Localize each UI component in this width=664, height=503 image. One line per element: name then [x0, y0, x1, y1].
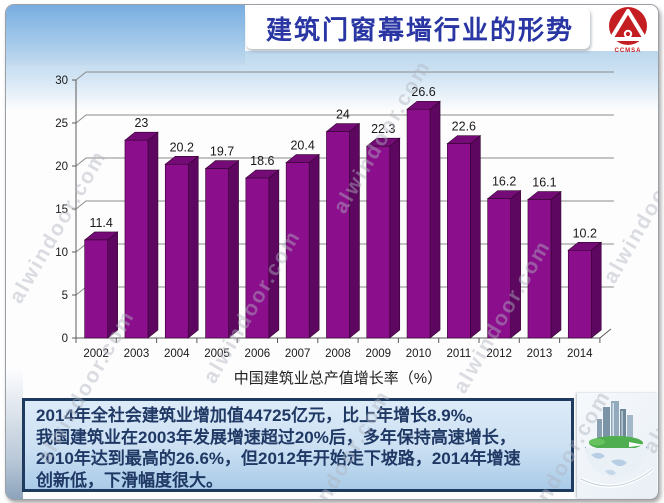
svg-text:2014: 2014 — [567, 348, 593, 360]
svg-text:15: 15 — [55, 204, 68, 216]
svg-text:2007: 2007 — [285, 348, 311, 360]
svg-text:26.6: 26.6 — [411, 85, 435, 99]
ccmsa-logo-icon — [609, 7, 647, 45]
globe-city-graphic — [580, 401, 655, 488]
ccmsa-logo: CCMSA — [603, 5, 653, 55]
left-edge-gradient — [6, 369, 23, 499]
svg-text:11.4: 11.4 — [89, 216, 112, 230]
svg-text:19.7: 19.7 — [210, 145, 234, 159]
header-white-area: 建筑门窗幕墙行业的形势 — [245, 5, 658, 51]
summary-line-3: 2010年达到最高的26.6%，但2012年开始走下坡路，2014年增速 — [36, 449, 521, 468]
svg-text:2008: 2008 — [325, 348, 351, 360]
globe-city-image — [577, 393, 657, 498]
svg-text:22.6: 22.6 — [452, 120, 476, 134]
svg-text:24: 24 — [336, 108, 350, 122]
svg-text:2010: 2010 — [406, 348, 432, 360]
svg-text:16.2: 16.2 — [492, 175, 516, 189]
svg-text:18.6: 18.6 — [250, 154, 274, 168]
page-title: 建筑门窗幕墙行业的形势 — [266, 16, 575, 45]
svg-text:0: 0 — [62, 333, 68, 345]
summary-line-4: 创新低，下滑幅度很大。 — [36, 470, 223, 490]
bar-chart: 0 5 10 15 20 25 30 11.4 2002 23 2003 20.2 2004 19.7 20… — [55, 71, 614, 387]
summary-line-2: 我国建筑业在2003年发展增速超过20%后，多年保持高速增长， — [36, 427, 516, 447]
svg-text:16.1: 16.1 — [532, 176, 556, 190]
svg-text:中国建筑业总产值增长率（%）: 中国建筑业总产值增长率（%） — [234, 370, 442, 387]
svg-text:2004: 2004 — [164, 348, 190, 360]
svg-text:2013: 2013 — [527, 348, 553, 360]
logo-text: CCMSA — [614, 48, 642, 54]
slide: 建筑门窗幕墙行业的形势 CCMSA 0 5 10 15 20 25 30 11.4 2002 23… — [5, 4, 659, 500]
svg-text:2011: 2011 — [446, 348, 471, 360]
svg-text:5: 5 — [62, 290, 68, 302]
svg-text:22.3: 22.3 — [371, 122, 395, 136]
svg-text:2005: 2005 — [204, 348, 230, 360]
svg-text:2003: 2003 — [124, 348, 150, 360]
svg-text:10: 10 — [55, 247, 68, 259]
svg-text:20.4: 20.4 — [290, 139, 314, 153]
svg-text:2006: 2006 — [245, 348, 271, 360]
summary-line-1: 2014年全社会建筑业增加值44725亿元，比上年增长8.9%。 — [36, 406, 483, 425]
svg-text:30: 30 — [55, 75, 68, 87]
svg-text:2002: 2002 — [83, 348, 109, 360]
summary-box: 2014年全社会建筑业增加值44725亿元，比上年增长8.9%。 我国建筑业在2… — [22, 398, 574, 492]
svg-text:25: 25 — [55, 118, 68, 130]
svg-text:23: 23 — [134, 116, 148, 130]
svg-text:2009: 2009 — [365, 348, 391, 360]
svg-text:20: 20 — [55, 161, 68, 173]
header-left-blue-block — [6, 5, 245, 65]
slide-title-plate: 建筑门窗幕墙行业的形势 — [246, 8, 590, 49]
svg-text:2012: 2012 — [486, 348, 512, 360]
svg-text:10.2: 10.2 — [573, 226, 597, 240]
svg-text:20.2: 20.2 — [170, 140, 194, 154]
